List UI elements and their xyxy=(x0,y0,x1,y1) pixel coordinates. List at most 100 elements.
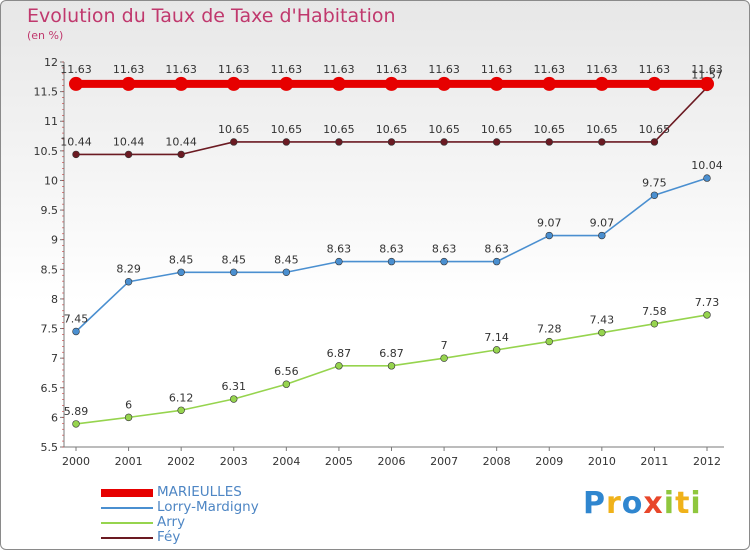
data-point xyxy=(121,76,136,91)
logo-letter: P xyxy=(583,486,606,521)
y-tick-label: 11.5 xyxy=(34,86,59,99)
data-label: 11.63 xyxy=(376,63,408,76)
y-tick-label: 7.5 xyxy=(41,323,59,336)
x-tick-label: 2007 xyxy=(430,455,458,468)
y-tick-label: 8 xyxy=(51,293,58,306)
data-label: 8.63 xyxy=(327,243,352,256)
data-label: 8.29 xyxy=(116,263,141,276)
logo-letter: t xyxy=(675,486,691,521)
data-point xyxy=(650,320,659,328)
data-point xyxy=(545,231,553,240)
legend-label-fey: Féy xyxy=(157,529,181,545)
chart-title: Evolution du Taux de Taxe d'Habitation xyxy=(27,5,396,27)
data-point xyxy=(545,138,553,146)
data-point xyxy=(440,257,448,266)
data-point xyxy=(387,362,396,370)
data-point xyxy=(230,138,238,146)
data-label: 10.65 xyxy=(428,123,460,136)
data-label: 8.63 xyxy=(379,243,404,256)
data-point xyxy=(387,257,396,266)
x-tick-label: 2012 xyxy=(693,455,721,468)
data-label: 11.63 xyxy=(60,63,92,76)
data-point xyxy=(650,191,659,199)
data-label: 7.14 xyxy=(484,331,509,344)
legend-swatch-fey xyxy=(101,536,153,539)
data-label: 7.73 xyxy=(695,296,720,309)
data-label: 6.87 xyxy=(379,347,404,360)
data-point xyxy=(598,231,606,240)
data-point xyxy=(545,337,553,346)
data-label: 10.65 xyxy=(586,123,618,136)
data-label: 9.75 xyxy=(642,176,667,189)
data-point xyxy=(335,138,343,146)
legend-label-marieulles: MARIEULLES xyxy=(157,484,242,500)
data-label: 6.87 xyxy=(327,347,352,360)
data-label: 7 xyxy=(441,339,448,352)
data-label: 10.65 xyxy=(639,123,671,136)
data-label: 6.56 xyxy=(274,365,299,378)
data-label: 11.63 xyxy=(586,63,618,76)
logo-letter: i xyxy=(690,486,702,521)
legend-item-fey: Féy xyxy=(101,530,259,545)
x-tick-label: 2000 xyxy=(62,455,90,468)
data-point xyxy=(124,150,133,159)
data-point xyxy=(335,362,343,370)
y-tick-label: 9.5 xyxy=(41,204,59,217)
data-point xyxy=(492,257,501,266)
data-point xyxy=(279,76,294,91)
data-label: 8.45 xyxy=(169,253,194,266)
data-label: 11.63 xyxy=(481,63,513,76)
legend-swatch-marieulles xyxy=(101,488,153,497)
data-label: 6.12 xyxy=(169,391,194,404)
y-tick-label: 6 xyxy=(51,411,58,424)
data-point xyxy=(703,174,711,182)
data-label: 10.44 xyxy=(165,135,197,148)
data-point xyxy=(174,76,189,91)
y-tick-label: 5.5 xyxy=(41,441,59,454)
x-tick-label: 2010 xyxy=(588,455,616,468)
legend-label-arry: Arry xyxy=(157,514,186,530)
data-point xyxy=(282,268,291,276)
data-point xyxy=(492,138,501,146)
x-tick-label: 2005 xyxy=(325,455,353,468)
data-label: 11.63 xyxy=(534,63,566,76)
data-label: 11.63 xyxy=(428,63,460,76)
x-tick-label: 2008 xyxy=(483,455,511,468)
y-tick-label: 12 xyxy=(44,56,58,69)
data-label: 10.04 xyxy=(691,159,723,172)
legend-swatch-arry xyxy=(101,521,153,524)
data-point xyxy=(177,406,185,414)
logo-letter: r xyxy=(606,486,622,521)
data-point xyxy=(226,76,241,91)
data-point xyxy=(440,354,448,362)
data-label: 9.07 xyxy=(537,217,562,230)
y-tick-label: 8.5 xyxy=(41,263,59,276)
data-point xyxy=(489,76,504,91)
data-label: 6 xyxy=(125,398,132,411)
data-label: 8.45 xyxy=(274,253,299,266)
data-point xyxy=(282,380,291,388)
data-label: 8.63 xyxy=(484,243,509,256)
chart-subtitle: (en %) xyxy=(27,29,64,42)
x-tick-label: 2006 xyxy=(378,455,406,468)
data-label: 8.45 xyxy=(222,253,247,266)
data-label: 10.44 xyxy=(60,135,92,148)
y-tick-label: 9 xyxy=(51,234,58,247)
data-point xyxy=(124,413,133,422)
data-label: 10.65 xyxy=(218,123,250,136)
data-label: 11.63 xyxy=(218,63,250,76)
data-label: 11.63 xyxy=(271,63,303,76)
data-label: 7.58 xyxy=(642,305,667,318)
data-point xyxy=(594,76,609,91)
data-label: 11.63 xyxy=(165,63,197,76)
data-point xyxy=(437,76,452,91)
data-point xyxy=(647,76,662,91)
data-point xyxy=(124,278,133,286)
data-label: 11.63 xyxy=(323,63,355,76)
legend-item-marieulles: MARIEULLES xyxy=(101,485,259,500)
proxiti-logo: Proxiti xyxy=(583,486,702,521)
data-label: 9.07 xyxy=(590,217,615,230)
y-tick-label: 7 xyxy=(51,352,58,365)
